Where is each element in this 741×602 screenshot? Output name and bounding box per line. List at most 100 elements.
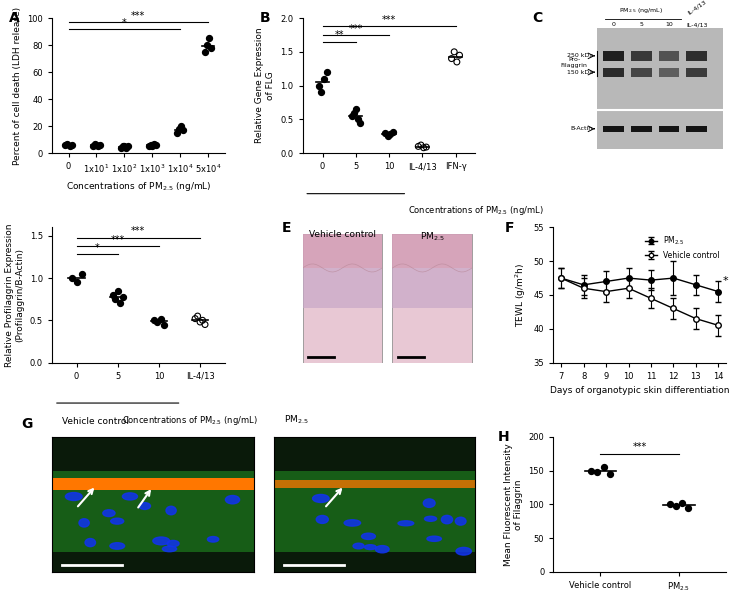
Text: 150 kDa: 150 kDa	[567, 70, 593, 75]
Point	[448, 47, 460, 57]
Ellipse shape	[65, 492, 82, 500]
Bar	[603, 51, 624, 61]
Bar	[631, 51, 652, 61]
Text: *: *	[95, 243, 99, 253]
Y-axis label: Relative Gene Expression
of FLG: Relative Gene Expression of FLG	[256, 28, 275, 143]
Bar	[273, 457, 476, 551]
Ellipse shape	[344, 520, 361, 526]
Bar	[597, 28, 722, 149]
Text: A: A	[9, 11, 19, 25]
Y-axis label: Mean Fluorescent Intensity
of Filaggrin: Mean Fluorescent Intensity of Filaggrin	[504, 443, 523, 566]
Point	[176, 122, 187, 131]
Text: B: B	[259, 11, 270, 25]
Text: H: H	[498, 430, 510, 444]
Point	[670, 501, 682, 510]
Text: F: F	[505, 221, 514, 235]
Point	[171, 128, 183, 138]
Point	[418, 143, 430, 152]
Point	[192, 311, 204, 321]
Bar	[302, 268, 382, 308]
Point	[94, 140, 106, 150]
Text: Concentrations of PM$_{2.5}$ (ng/mL): Concentrations of PM$_{2.5}$ (ng/mL)	[122, 414, 258, 427]
Point	[348, 108, 359, 117]
Text: PM$_{2.5}$ (ng/mL): PM$_{2.5}$ (ng/mL)	[619, 7, 663, 16]
X-axis label: Days of organotypic skin differentiation: Days of organotypic skin differentiation	[550, 386, 729, 395]
Bar	[52, 457, 253, 551]
Point	[201, 40, 213, 50]
Point	[445, 54, 457, 63]
Point	[420, 142, 432, 152]
Point	[379, 128, 391, 138]
Ellipse shape	[103, 510, 115, 517]
Point	[196, 315, 208, 325]
Point	[321, 67, 333, 77]
Point	[415, 140, 427, 150]
Bar	[393, 234, 472, 268]
Ellipse shape	[139, 503, 150, 509]
Point	[64, 141, 76, 151]
Legend: PM$_{2.5}$, Vehicle control: PM$_{2.5}$, Vehicle control	[642, 231, 722, 262]
Text: ***: ***	[349, 23, 363, 34]
Point	[315, 87, 327, 97]
Text: ***: ***	[131, 226, 145, 236]
Ellipse shape	[162, 546, 176, 551]
Point	[92, 141, 104, 151]
Point	[189, 314, 201, 323]
Point	[59, 140, 71, 150]
Ellipse shape	[225, 495, 239, 504]
Ellipse shape	[376, 545, 389, 553]
Point	[598, 462, 610, 472]
Point	[151, 317, 163, 327]
Point	[62, 139, 73, 149]
Point	[155, 314, 167, 323]
Text: Vehicle control: Vehicle control	[309, 230, 376, 239]
Text: PM$_{2.5}$: PM$_{2.5}$	[284, 414, 308, 426]
Text: 5: 5	[639, 22, 643, 27]
Point	[146, 141, 158, 151]
Point	[451, 57, 463, 67]
Point	[354, 118, 366, 128]
Point	[119, 141, 130, 151]
Point	[114, 299, 126, 308]
Point	[144, 140, 156, 150]
Ellipse shape	[425, 517, 436, 521]
Y-axis label: Relative Profilaggrin Expression
(Profilaggrin/B-Actin): Relative Profilaggrin Expression (Profil…	[4, 223, 24, 367]
Y-axis label: TEWL (g/m$^2$h): TEWL (g/m$^2$h)	[514, 263, 528, 327]
Bar	[273, 480, 476, 488]
Point	[350, 104, 362, 114]
Ellipse shape	[153, 537, 170, 545]
Ellipse shape	[316, 515, 328, 523]
Point	[120, 143, 132, 152]
Point	[117, 292, 129, 302]
Bar	[686, 51, 707, 61]
Point	[70, 278, 82, 287]
Ellipse shape	[365, 545, 376, 550]
Point	[148, 139, 160, 149]
Point	[591, 467, 603, 477]
Point	[453, 51, 465, 60]
Bar	[302, 234, 382, 268]
Ellipse shape	[423, 499, 435, 507]
Point	[604, 469, 616, 479]
Text: ***: ***	[633, 442, 647, 452]
Bar	[302, 234, 382, 362]
Ellipse shape	[353, 543, 364, 549]
X-axis label: Concentrations of PM$_{2.5}$ (ng/mL): Concentrations of PM$_{2.5}$ (ng/mL)	[65, 180, 211, 193]
Ellipse shape	[313, 494, 329, 503]
Ellipse shape	[427, 536, 442, 541]
Text: B-Actin: B-Actin	[571, 126, 593, 131]
Text: *: *	[722, 276, 728, 287]
Point	[178, 125, 190, 135]
Point	[110, 294, 122, 304]
Bar	[603, 68, 624, 77]
Text: *: *	[122, 17, 127, 28]
Point	[205, 43, 217, 52]
Point	[352, 114, 364, 124]
Bar	[659, 126, 679, 132]
Text: Concentrations of PM$_{2.5}$ (ng/mL): Concentrations of PM$_{2.5}$ (ng/mL)	[408, 205, 543, 217]
Bar	[686, 68, 707, 77]
Point	[158, 320, 170, 329]
Text: 250 kDa: 250 kDa	[567, 54, 593, 58]
Point	[143, 141, 155, 151]
Text: Vehicle control: Vehicle control	[62, 417, 129, 426]
